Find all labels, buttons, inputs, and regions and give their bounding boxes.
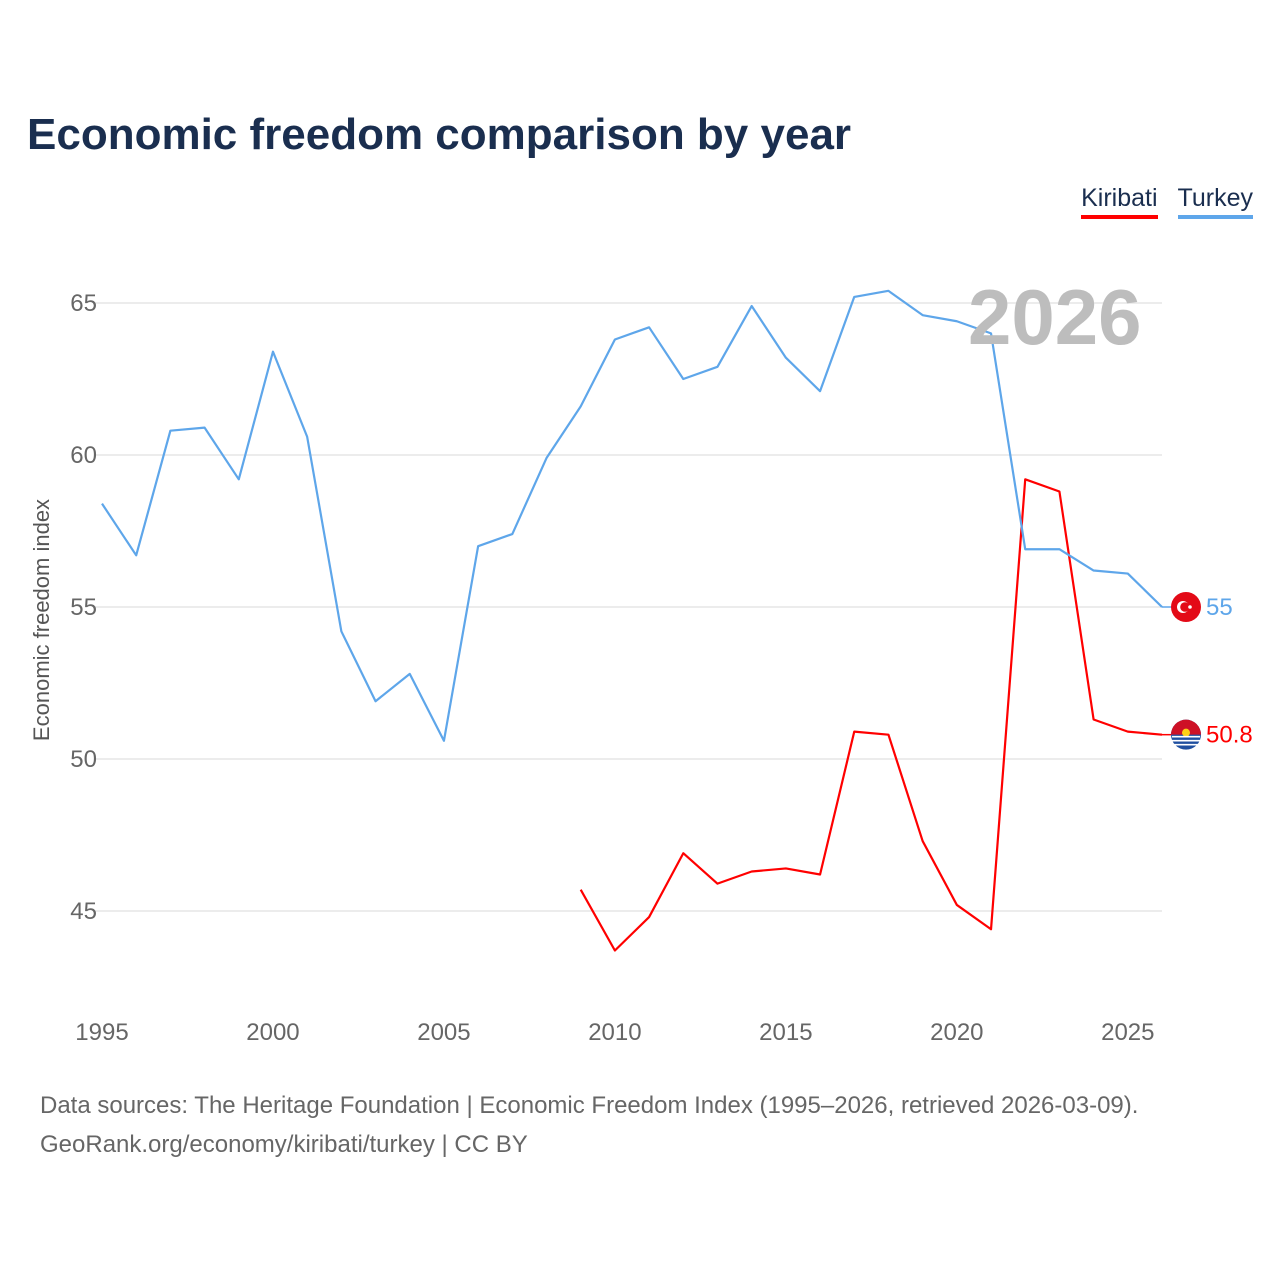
- legend-turkey[interactable]: Turkey: [1177, 184, 1253, 219]
- x-tick-label: 2010: [588, 1019, 641, 1046]
- x-tick-label: 2020: [930, 1019, 983, 1046]
- y-tick-label: 50: [70, 746, 97, 773]
- legend-kiribati[interactable]: Kiribati: [1081, 184, 1158, 219]
- series-line-turkey: [101, 289, 1163, 742]
- x-tick-label: 2000: [246, 1019, 299, 1046]
- y-tick-label: 65: [70, 290, 97, 317]
- x-tick-label: 2015: [759, 1019, 812, 1046]
- end-value-label-turkey: 55: [1206, 594, 1233, 621]
- y-tick-label: 60: [70, 442, 97, 469]
- chart-title: Economic freedom comparison by year: [27, 110, 852, 159]
- y-tick-label: 45: [70, 898, 97, 925]
- crescent-cut: [1180, 602, 1190, 612]
- footer: Data sources: The Heritage Foundation | …: [40, 1086, 1138, 1164]
- end-value-label-kiribati: 50.8: [1206, 722, 1253, 749]
- x-tick-label: 1995: [75, 1019, 128, 1046]
- data-source-text: Data sources: The Heritage Foundation | …: [40, 1092, 1139, 1119]
- star: [1188, 605, 1192, 609]
- x-tick-label: 2005: [417, 1019, 470, 1046]
- year-watermark: 2026: [968, 273, 1142, 361]
- sun: [1182, 728, 1190, 737]
- legend: Kiribati Turkey: [1081, 184, 1253, 219]
- x-tick-label: 2025: [1101, 1019, 1154, 1046]
- series-line-kiribati: [579, 478, 1163, 952]
- y-tick-label: 55: [70, 594, 97, 621]
- source-link[interactable]: GeoRank.org/economy/kiribati/turkey | CC…: [40, 1131, 528, 1158]
- flag-top: [1171, 719, 1201, 735]
